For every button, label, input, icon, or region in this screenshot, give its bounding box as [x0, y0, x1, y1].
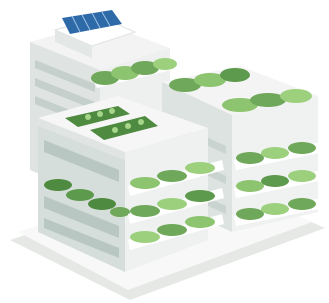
illustration — [0, 0, 329, 303]
page — [0, 0, 329, 303]
